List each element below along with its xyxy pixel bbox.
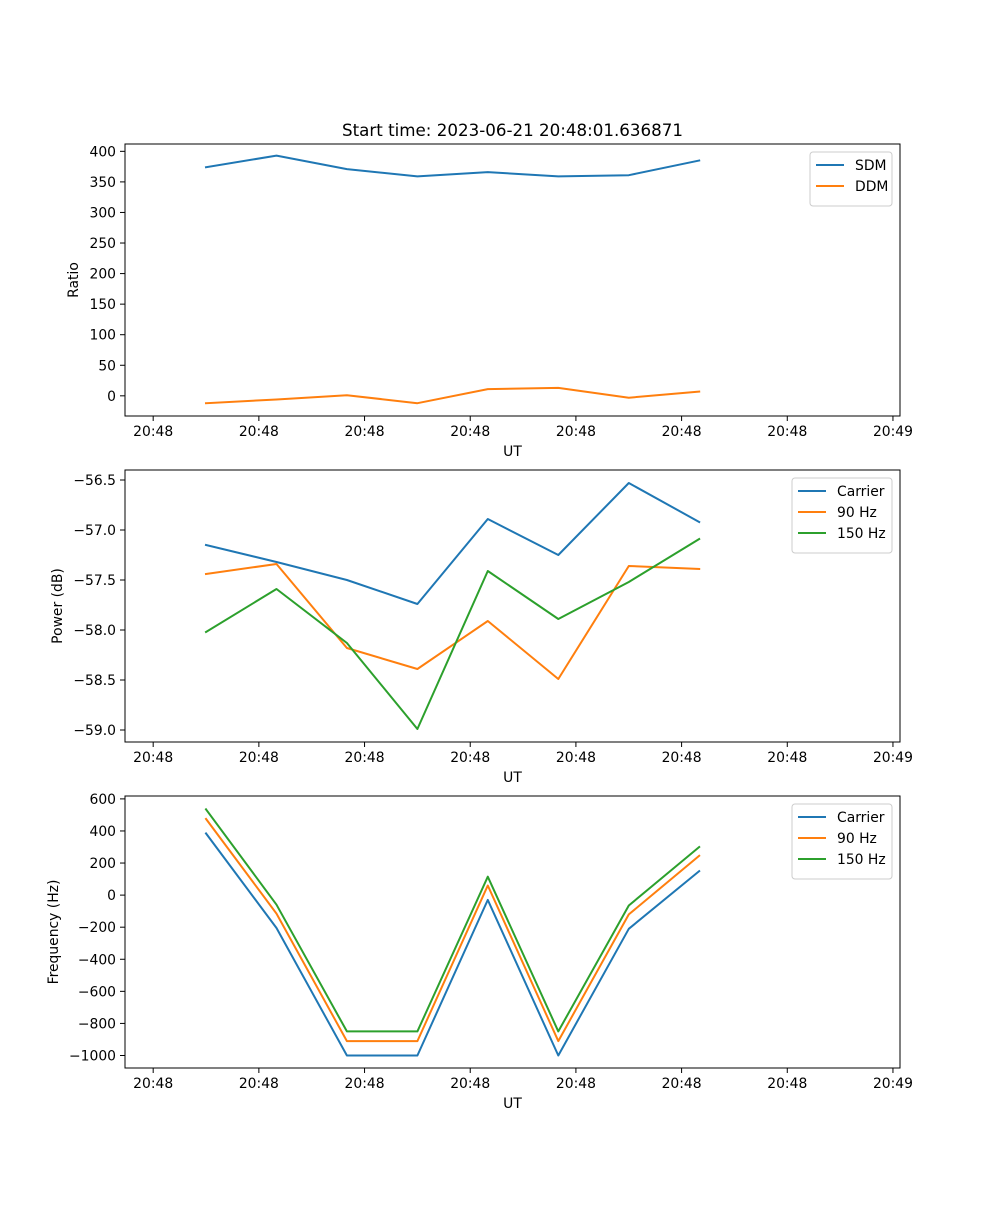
chart-panel-3: 20:48 20:48 20:48 20:48 20:48 20:48 20:48 20:49… xyxy=(46,792,913,1112)
y-tick-label: −58.0 xyxy=(73,623,116,639)
y-tick-label: 0 xyxy=(107,888,116,904)
x-tick-label: 20:48 xyxy=(662,424,702,440)
y-tick-label: 400 xyxy=(89,824,116,840)
x-axis-label: UT xyxy=(503,444,522,460)
series-line-carrier xyxy=(204,832,701,1057)
series-line-ddm xyxy=(204,386,701,405)
x-tick-label: 20:48 xyxy=(345,750,385,766)
x-axis-label: UT xyxy=(503,770,522,786)
x-tick-label: 20:48 xyxy=(133,750,173,766)
y-tick-label: 100 xyxy=(89,328,116,344)
x-tick-label: 20:48 xyxy=(767,1076,807,1092)
x-tick-label: 20:48 xyxy=(133,1076,173,1092)
y-tick-label: −59.0 xyxy=(73,723,116,739)
x-tick-label: 20:48 xyxy=(450,1076,490,1092)
legend-label: 90 Hz xyxy=(837,505,877,521)
series-line-carrier xyxy=(204,482,701,605)
chart-panel-2: 20:48 20:48 20:48 20:48 20:48 20:48 20:48 20:49… xyxy=(50,469,913,786)
y-axis-label: Frequency (Hz) xyxy=(46,880,62,985)
legend: SDM DDM xyxy=(809,151,893,207)
x-tick-label: 20:48 xyxy=(239,424,279,440)
x-tick-label: 20:48 xyxy=(450,750,490,766)
x-tick-label: 20:48 xyxy=(662,1076,702,1092)
y-tick-label: 600 xyxy=(89,792,116,808)
y-tick-label: −200 xyxy=(78,920,116,936)
x-tick-label: 20:49 xyxy=(873,424,913,440)
legend-label: Carrier xyxy=(837,810,885,826)
y-tick-label: −400 xyxy=(78,952,116,968)
legend: Carrier 90 Hz 150 Hz xyxy=(791,803,893,880)
y-axis-label: Power (dB) xyxy=(50,568,66,644)
y-tick-label: −1000 xyxy=(69,1048,116,1064)
x-tick-label: 20:49 xyxy=(873,750,913,766)
x-tick-label: 20:48 xyxy=(133,424,173,440)
y-tick-label: −57.0 xyxy=(73,523,116,539)
x-tick-label: 20:48 xyxy=(239,750,279,766)
y-tick-label: 50 xyxy=(98,358,116,374)
x-tick-label: 20:48 xyxy=(767,750,807,766)
y-tick-label: 400 xyxy=(89,144,116,160)
series-line-150-hz xyxy=(204,807,701,1033)
axes-frame xyxy=(124,795,901,1069)
legend-label: DDM xyxy=(855,179,888,195)
series-line-90-hz xyxy=(204,817,701,1043)
legend-label: Carrier xyxy=(837,484,885,500)
y-tick-label: −600 xyxy=(78,984,116,1000)
y-tick-label: −56.5 xyxy=(73,473,116,489)
legend-label: 90 Hz xyxy=(837,831,877,847)
y-tick-label: 350 xyxy=(89,175,116,191)
y-tick-label: −58.5 xyxy=(73,673,116,689)
y-tick-label: 0 xyxy=(107,389,116,405)
y-tick-label: 200 xyxy=(89,856,116,872)
chart-panel-1: 20:48 20:48 20:48 20:48 20:48 20:48 20:48 20:49… xyxy=(66,143,913,460)
y-tick-label: 300 xyxy=(89,205,116,221)
legend-frame xyxy=(791,477,893,554)
y-tick-label: −800 xyxy=(78,1016,116,1032)
x-tick-label: 20:48 xyxy=(450,424,490,440)
x-tick-label: 20:49 xyxy=(873,1076,913,1092)
x-tick-label: 20:48 xyxy=(556,750,596,766)
x-tick-label: 20:48 xyxy=(767,424,807,440)
legend-label: SDM xyxy=(855,158,887,174)
chart-title: Start time: 2023-06-21 20:48:01.636871 xyxy=(342,120,683,140)
x-tick-label: 20:48 xyxy=(345,1076,385,1092)
y-tick-label: 200 xyxy=(89,267,116,283)
y-tick-label: 250 xyxy=(89,236,116,252)
x-tick-label: 20:48 xyxy=(662,750,702,766)
y-axis-label: Ratio xyxy=(66,262,82,298)
x-tick-label: 20:48 xyxy=(556,424,596,440)
x-tick-label: 20:48 xyxy=(239,1076,279,1092)
legend-frame xyxy=(791,803,893,880)
legend-label: 150 Hz xyxy=(837,526,886,542)
x-tick-label: 20:48 xyxy=(556,1076,596,1092)
legend: Carrier 90 Hz 150 Hz xyxy=(791,477,893,554)
series-line-150-hz xyxy=(204,537,701,730)
series-line-sdm xyxy=(204,154,701,178)
y-tick-label: 150 xyxy=(89,297,116,313)
legend-label: 150 Hz xyxy=(837,852,886,868)
x-axis-label: UT xyxy=(503,1096,522,1112)
axes-frame xyxy=(124,143,901,417)
x-tick-label: 20:48 xyxy=(345,424,385,440)
y-tick-label: −57.5 xyxy=(73,573,116,589)
series-line-90-hz xyxy=(204,563,701,680)
axes-frame xyxy=(124,469,901,743)
